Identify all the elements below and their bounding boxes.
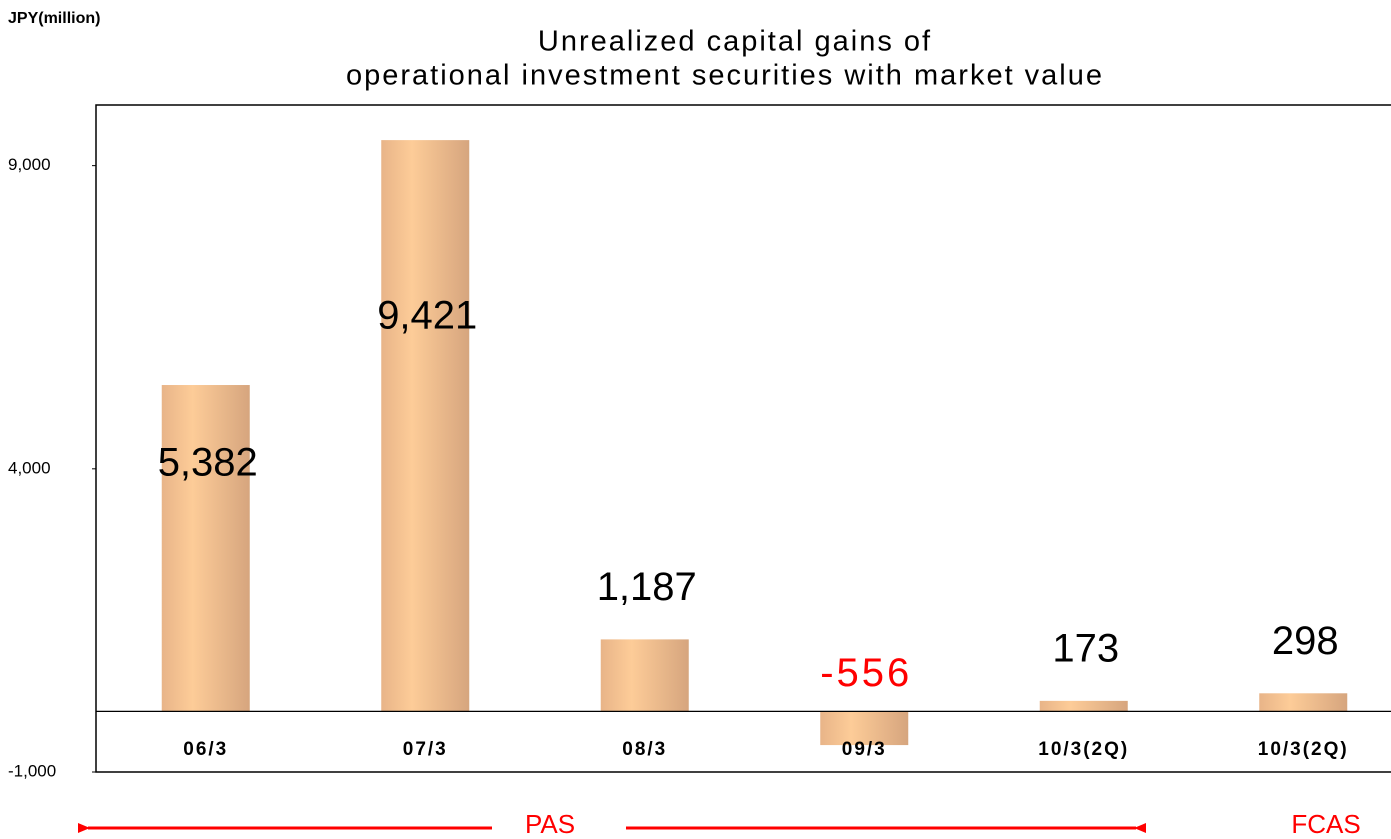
y-axis-label: JPY(million) [8,10,100,27]
bar [1259,693,1348,712]
data-label: 9,421 [377,294,477,338]
plot-frame [95,104,1391,773]
data-label: 298 [1272,619,1339,663]
data-label: -556 [820,651,912,695]
x-tick-label: 10/3(2Q) [1038,739,1129,760]
data-label: 173 [1052,626,1119,670]
x-tick-label: 07/3 [403,739,448,760]
bar [600,639,689,712]
x-tick-label: 08/3 [622,739,667,760]
annotation: PAS [525,809,575,839]
x-tick-label: 06/3 [183,739,228,760]
y-tick-label: 9,000 [8,155,51,174]
x-tick-label: 09/3 [842,739,887,760]
y-tick-label: 4,000 [8,458,51,477]
bar [1039,700,1128,712]
chart-title: operational investment securities with m… [346,60,1104,92]
x-tick-label: 10/3(2Q) [1258,739,1349,760]
y-tick-label: -1,000 [8,761,56,780]
bar [381,140,470,712]
data-label: 5,382 [158,441,258,485]
data-label: 1,187 [597,565,697,609]
chart-title: Unrealized capital gains of [538,26,932,58]
annotation: FCAS [1291,809,1360,839]
bar [820,711,909,746]
bar [161,385,250,712]
